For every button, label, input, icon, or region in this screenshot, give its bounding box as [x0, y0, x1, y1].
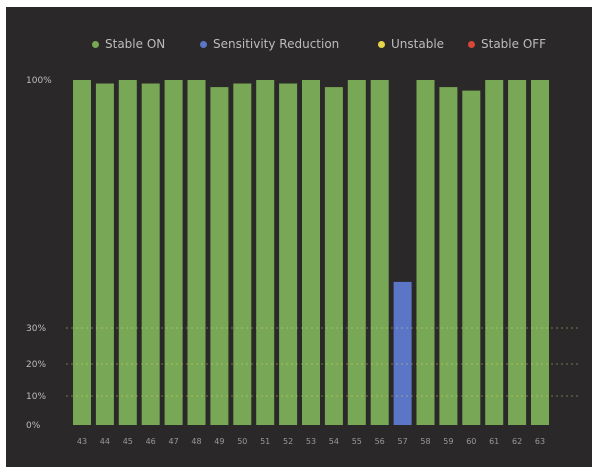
x-tick-label: 63	[535, 437, 545, 446]
bar	[118, 80, 137, 425]
bar	[73, 80, 91, 425]
legend-item: Stable OFF	[468, 37, 546, 51]
bar	[462, 90, 481, 425]
bar-chart: 43 44 45 46 47 48 49 50 51 52 53 54 55 56 57 58 59 60 61 62…	[26, 76, 578, 446]
legend-item: Stable ON	[92, 37, 165, 51]
x-tick-label: 51	[260, 437, 270, 446]
chart-panel: Stable ON Sensitivity Reduction Unstable St…	[6, 7, 592, 467]
x-tick-label: 44	[100, 437, 110, 446]
x-tick-label: 56	[375, 437, 385, 446]
legend-label: Stable ON	[105, 37, 166, 51]
bar	[95, 83, 114, 425]
x-tick-label: 43	[77, 437, 87, 446]
bar	[531, 80, 549, 425]
x-tick-label: 50	[237, 437, 247, 446]
x-tick-label: 54	[329, 437, 339, 446]
bar	[279, 83, 298, 425]
bar	[439, 87, 458, 425]
x-tick-label: 47	[169, 437, 179, 446]
legend-item: Unstable	[378, 37, 444, 51]
y-tick-label: 100%	[26, 76, 52, 86]
x-tick-label: 49	[214, 437, 224, 446]
bar	[141, 83, 160, 425]
legend-label: Unstable	[391, 37, 445, 51]
legend-label: Sensitivity Reduction	[213, 37, 340, 51]
bar	[187, 80, 206, 425]
legend-dot-icon	[468, 40, 475, 48]
y-tick-label: 0%	[26, 421, 41, 431]
bar	[416, 80, 435, 425]
y-tick-label: 10%	[26, 392, 46, 402]
bar	[210, 87, 229, 425]
legend-label: Stable OFF	[481, 37, 547, 51]
x-tick-label: 52	[283, 437, 293, 446]
bar	[508, 80, 527, 425]
x-tick-label: 48	[191, 437, 201, 446]
x-tick-label: 46	[146, 437, 156, 446]
x-tick-label: 55	[352, 437, 362, 446]
bar	[485, 80, 504, 425]
x-tick-label: 53	[306, 437, 316, 446]
bar	[164, 80, 183, 425]
x-tick-label: 62	[512, 437, 522, 446]
x-tick-label: 60	[466, 437, 476, 446]
bar	[324, 87, 343, 425]
legend-dot-icon	[200, 40, 207, 48]
bar	[302, 80, 320, 425]
legend: Stable ON Sensitivity Reduction Unstable St…	[6, 37, 592, 57]
legend-dot-icon	[92, 40, 99, 48]
y-tick-label: 30%	[26, 324, 46, 334]
bar	[256, 80, 275, 425]
x-tick-label: 58	[420, 437, 430, 446]
x-tick-label: 59	[443, 437, 453, 446]
bar	[347, 80, 366, 425]
x-tick-label: 61	[489, 437, 499, 446]
legend-dot-icon	[378, 40, 385, 48]
bar	[233, 83, 252, 425]
x-tick-label: 45	[123, 437, 133, 446]
x-tick-label: 57	[398, 437, 408, 446]
bar	[370, 80, 389, 425]
y-tick-label: 20%	[26, 360, 46, 370]
legend-item: Sensitivity Reduction	[200, 37, 339, 51]
bar	[393, 281, 412, 425]
